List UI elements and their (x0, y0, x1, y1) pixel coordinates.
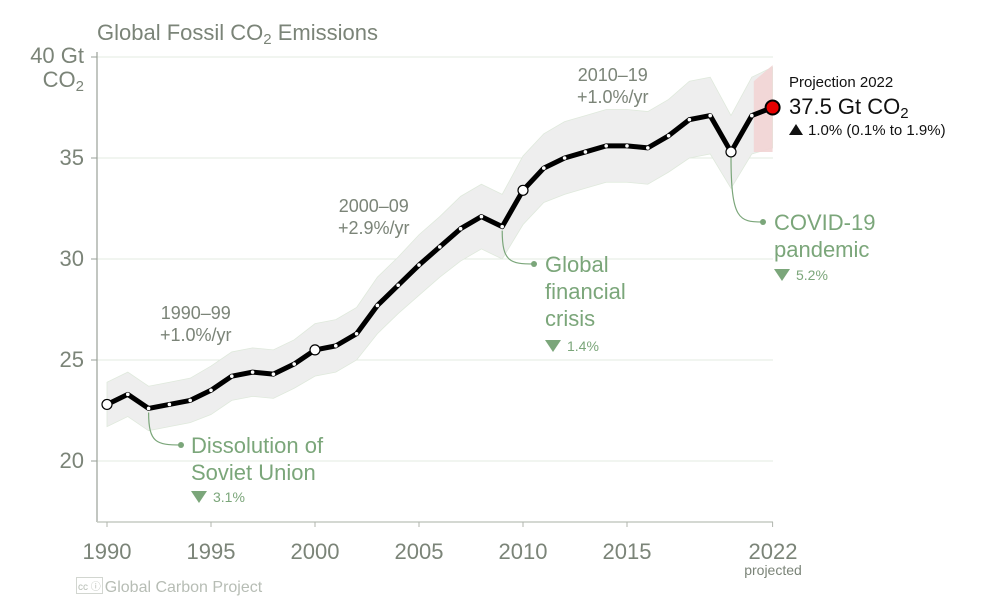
data-point-2022-projected (764, 99, 781, 116)
data-point-1996 (230, 374, 234, 378)
credit-text: Global Carbon Project (104, 579, 263, 596)
event-connector-dot-2020 (760, 219, 766, 225)
cc-by-icon: cc ⓘ (76, 577, 103, 594)
y-tick-label-30: 30 (59, 246, 84, 271)
data-point-2007 (458, 226, 463, 231)
up-triangle-icon (789, 124, 803, 135)
data-point-2017 (666, 133, 671, 138)
data-point-2008 (479, 214, 484, 219)
data-point-2010 (517, 184, 529, 196)
data-points (101, 99, 781, 411)
event-drop-financial-crisis: 1.4% (545, 338, 599, 354)
x-tick-label-2005: 2005 (394, 539, 444, 564)
data-point-2001 (334, 344, 338, 348)
down-triangle-icon (191, 491, 207, 503)
data-point-1994 (188, 398, 192, 403)
event-connectors (148, 155, 766, 448)
event-label-covid: COVID-19 pandemic (774, 210, 876, 262)
event-connector-2009 (501, 230, 535, 265)
data-point-2000 (309, 344, 321, 356)
projection-change: 1.0% (0.1% to 1.9%) (789, 122, 946, 139)
down-triangle-icon (545, 340, 561, 352)
data-point-2002 (354, 331, 359, 336)
data-point-1995 (209, 388, 213, 393)
data-point-2018 (687, 117, 692, 122)
y-tick-label-40: 40 Gt (30, 43, 84, 68)
data-point-2006 (438, 245, 442, 249)
data-point-2016 (646, 146, 650, 150)
axes (96, 52, 774, 527)
projection-value: 37.5 Gt CO2 (789, 94, 909, 122)
data-point-2020 (725, 146, 737, 158)
event-label-soviet-union: Dissolution of Soviet Union (191, 433, 324, 485)
data-point-1999 (292, 362, 297, 366)
y-tick-label-35: 35 (59, 145, 84, 170)
data-point-2009 (500, 224, 505, 229)
y-tick-label-20: 20 (59, 448, 84, 473)
event-label-financial-crisis: Global financial crisis (545, 252, 626, 331)
data-point-1992 (146, 406, 151, 411)
data-point-2004 (396, 283, 401, 288)
data-point-1991 (126, 392, 130, 397)
data-point-2014 (604, 144, 608, 148)
data-point-2012 (562, 156, 567, 160)
chart-title: Global Fossil CO2 Emissions (97, 20, 378, 48)
projection-heading: Projection 2022 (789, 74, 894, 91)
event-drop-covid: 5.2% (774, 267, 828, 283)
data-point-2015 (625, 144, 629, 148)
credit-footer: cc ⓘ Global Carbon Project (76, 577, 262, 597)
x-tick-sublabel-projected: projected (744, 562, 802, 578)
data-point-2011 (542, 166, 546, 170)
y-tick-label-25: 25 (59, 347, 84, 372)
event-connector-1992 (148, 412, 182, 446)
event-connector-dot-2009 (531, 261, 537, 267)
x-tick-label-2000: 2000 (290, 539, 340, 564)
event-connector-dot-1992 (178, 442, 184, 448)
x-tick-label-1990: 1990 (82, 539, 132, 564)
x-tick-label-2010: 2010 (498, 539, 548, 564)
period-annotation-2010s: 2010–19 +1.0%/yr (577, 65, 649, 107)
data-point-2019 (708, 113, 712, 118)
y-axis-unit-label: 40 Gt CO2 (14, 44, 84, 99)
data-point-2003 (375, 303, 380, 308)
data-point-1997 (250, 370, 255, 374)
data-point-2021 (750, 113, 754, 118)
event-drop-soviet-union: 3.1% (191, 489, 245, 505)
data-point-1993 (167, 402, 172, 407)
down-triangle-icon (774, 269, 790, 281)
period-annotation-1990s: 1990–99 +1.0%/yr (160, 303, 232, 345)
event-connector-2020 (730, 155, 764, 223)
x-tick-label-1995: 1995 (186, 539, 236, 564)
data-point-1998 (271, 372, 276, 376)
data-point-1990 (101, 398, 113, 411)
x-tick-label-2015: 2015 (602, 539, 652, 564)
data-point-2005 (417, 263, 421, 267)
x-tick-label-2022: 2022 (748, 539, 798, 564)
period-annotation-2000s: 2000–09 +2.9%/yr (338, 196, 410, 238)
data-point-2013 (583, 150, 588, 154)
